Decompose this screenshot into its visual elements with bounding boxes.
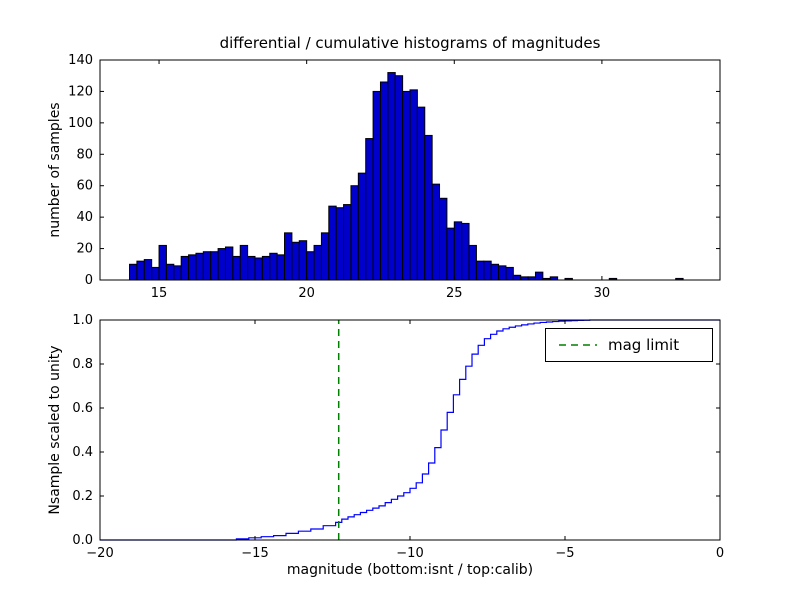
histogram-bar	[468, 244, 477, 281]
histogram-bar	[298, 240, 308, 281]
top-y-tick-label: 120	[68, 84, 93, 99]
top-y-tick-label: 80	[76, 147, 93, 162]
histogram-bar	[505, 266, 514, 281]
histogram-bar	[402, 90, 411, 281]
legend-label: mag limit	[608, 336, 680, 354]
histogram-bar	[188, 254, 197, 281]
histogram-bar	[291, 241, 300, 281]
histogram-bar	[475, 260, 485, 281]
bottom-y-tick-label: 0.8	[72, 357, 93, 372]
top-y-tick-label: 20	[76, 242, 93, 257]
bottom-y-tick-label: 0.2	[72, 489, 93, 504]
histogram-bar	[158, 244, 167, 281]
histogram-bar	[453, 221, 463, 281]
histogram-bar	[276, 254, 286, 281]
legend-line-sample	[559, 344, 597, 346]
histogram-bar	[313, 244, 322, 281]
histogram-bar	[284, 232, 293, 281]
bottom-y-tick-label: 1.0	[72, 313, 93, 328]
histogram-bar	[224, 246, 234, 281]
histogram-bar	[431, 183, 441, 281]
histogram-bar	[165, 263, 175, 281]
top-x-tick-label: 30	[594, 286, 611, 301]
histogram-bar	[328, 205, 337, 281]
bottom-x-tick-label: −10	[396, 546, 423, 561]
histogram-bar	[254, 257, 263, 281]
histogram-bar	[379, 81, 389, 281]
histogram-bar	[394, 75, 404, 281]
histogram-bar	[210, 251, 219, 281]
histogram-bar	[498, 265, 507, 281]
histogram-bar	[143, 259, 153, 281]
histogram-bar	[409, 89, 418, 281]
histogram-bar	[320, 232, 330, 281]
histogram-bar	[247, 255, 256, 281]
histogram-bar	[232, 255, 241, 281]
histogram-bar	[136, 260, 145, 281]
top-x-tick-label: 25	[446, 286, 463, 301]
histogram-bar	[173, 265, 182, 281]
x-axis-label: magnitude (bottom:isnt / top:calib)	[286, 562, 534, 578]
histogram-bar	[202, 251, 212, 281]
histogram-bar	[335, 207, 345, 281]
top-y-tick-label: 40	[76, 210, 93, 225]
bottom-y-tick-label: 0.4	[72, 445, 93, 460]
histogram-bar	[534, 271, 544, 281]
bottom-y-tick-label: 0.0	[72, 533, 93, 548]
top-x-tick-label: 20	[298, 286, 315, 301]
histogram-bar	[416, 106, 426, 281]
histogram-bar	[461, 222, 470, 281]
top-y-tick-label: 60	[76, 179, 93, 194]
top-y-axis-label: number of samples	[47, 102, 63, 238]
histogram-bar	[512, 274, 522, 281]
histogram-bar	[357, 172, 367, 281]
bottom-x-tick-label: −15	[241, 546, 268, 561]
bottom-x-tick-label: −20	[86, 546, 113, 561]
legend: mag limit	[545, 328, 713, 362]
histogram-bar	[180, 255, 190, 281]
histogram-bar	[269, 252, 278, 281]
histogram-bar	[195, 252, 204, 281]
histogram-bar	[446, 227, 455, 281]
histogram-bar	[424, 134, 433, 281]
histogram-bar	[129, 263, 138, 281]
histogram-bar	[151, 266, 160, 281]
histogram-bar	[439, 197, 448, 281]
histogram-bar	[261, 255, 271, 281]
histogram-bar	[483, 260, 492, 281]
bottom-y-axis-label: Nsample scaled to unity	[47, 345, 63, 515]
top-y-tick-label: 0	[85, 273, 93, 288]
histogram-bar	[343, 204, 352, 281]
bottom-x-tick-label: 0	[716, 546, 724, 561]
histogram-bar	[239, 244, 249, 281]
bottom-y-tick-label: 0.6	[72, 401, 93, 416]
top-y-tick-label: 100	[68, 116, 93, 131]
top-y-tick-label: 140	[68, 53, 93, 68]
bottom-x-tick-label: −5	[555, 546, 574, 561]
histogram-bar	[365, 138, 374, 281]
histogram-bar	[217, 248, 226, 281]
cumulative-step-line	[100, 319, 720, 541]
histogram-bar	[306, 251, 315, 281]
histogram-bar	[490, 263, 500, 281]
top-axes-frame	[99, 59, 721, 281]
histogram-bar	[387, 72, 396, 281]
chart-title: differential / cumulative histograms of …	[219, 34, 601, 52]
histogram-bar	[350, 185, 359, 281]
histogram-bar	[372, 90, 381, 281]
top-x-tick-label: 15	[151, 286, 168, 301]
